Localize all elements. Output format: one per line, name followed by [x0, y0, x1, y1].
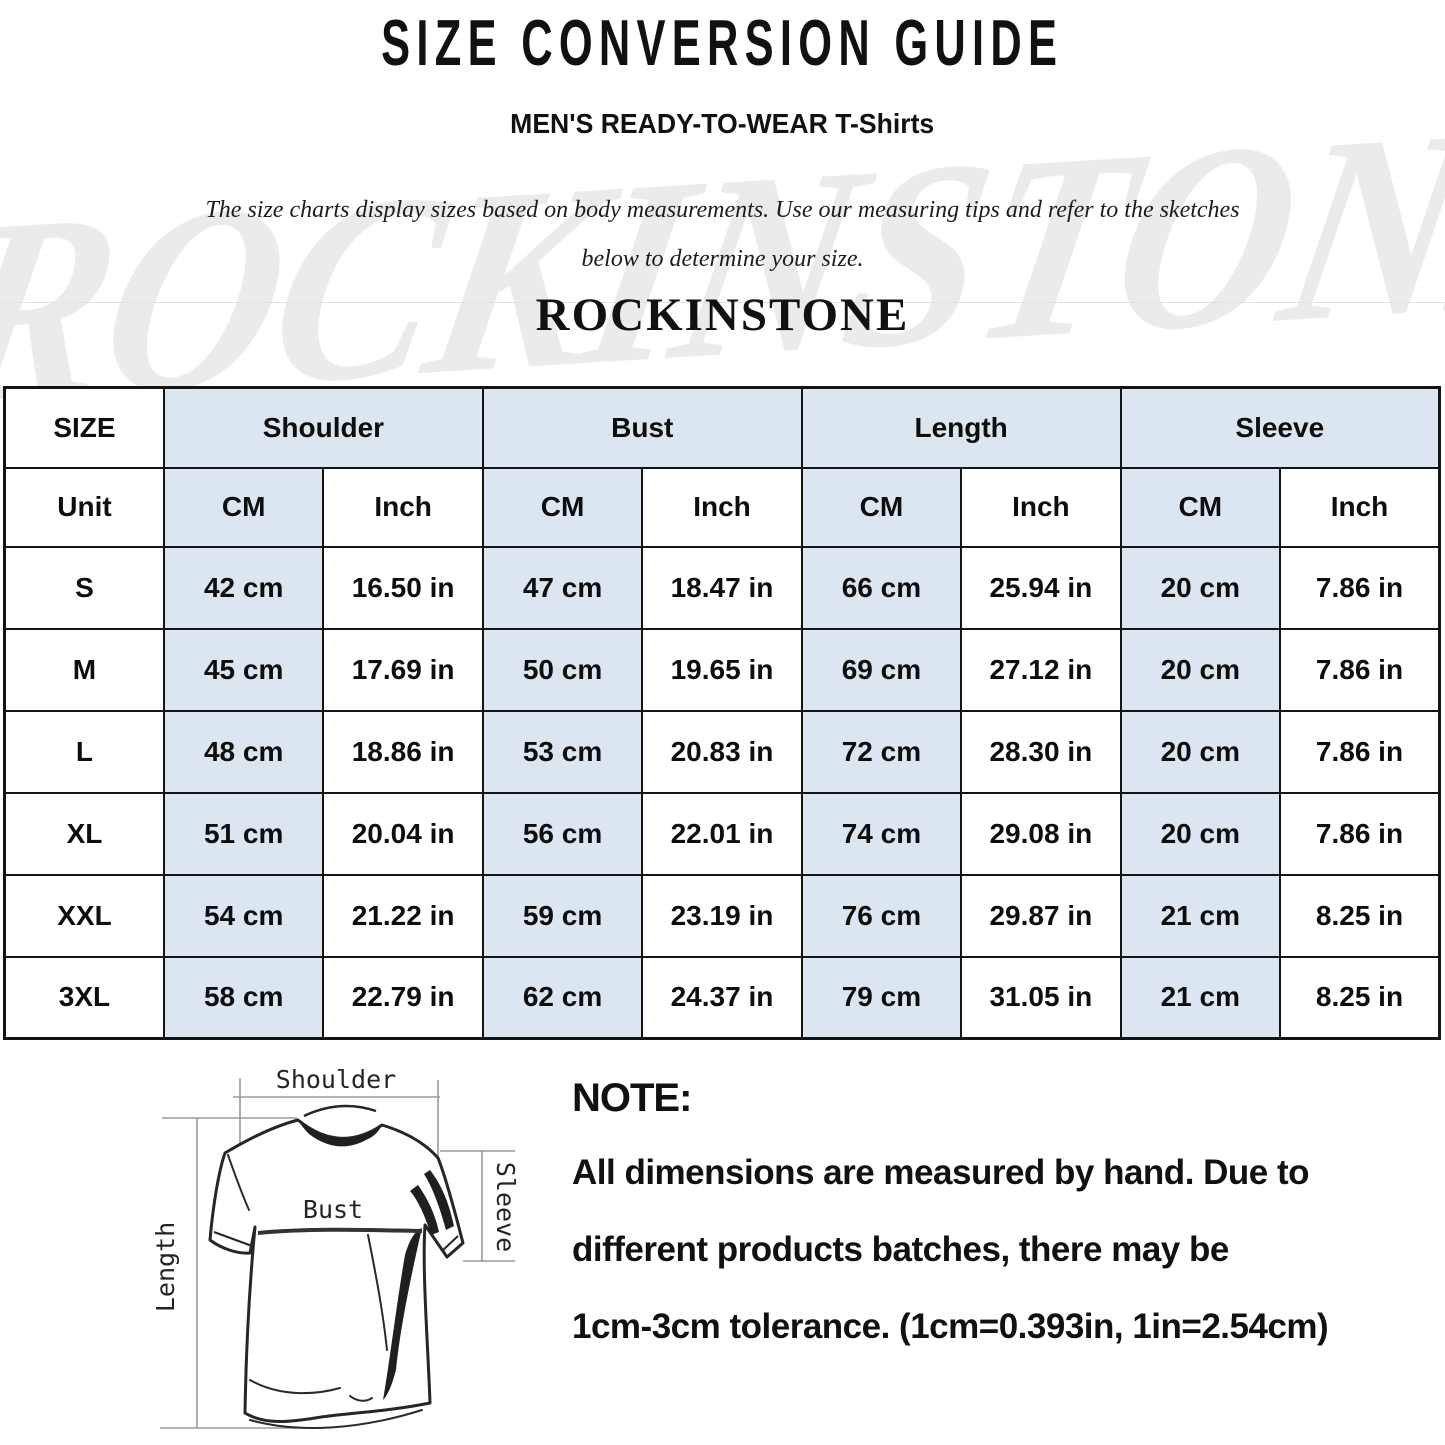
- tshirt-measurement-diagram: Shoulder Bust Length Sleeve: [151, 1065, 520, 1429]
- group-header-cell: Shoulder: [162, 386, 484, 469]
- value-cell: 16.50 in: [322, 545, 484, 630]
- note-heading: NOTE:: [572, 1076, 692, 1120]
- value-cell: 48 cm: [162, 709, 325, 794]
- table-corner-cell: SIZE: [3, 386, 165, 469]
- unit-label-cell: Unit: [3, 466, 165, 548]
- unit-header-cell: Inch: [322, 466, 484, 548]
- value-cell: 17.69 in: [322, 627, 484, 712]
- value-cell: 20.04 in: [322, 791, 484, 876]
- note-line: 1cm-3cm tolerance. (1cm=0.393in, 1in=2.5…: [572, 1307, 1329, 1346]
- table-row-m: M 45 cm 17.69 in 50 cm 19.65 in 69 cm 27.12 in…: [3, 627, 1441, 712]
- note-line: different products batches, there may be: [572, 1230, 1229, 1269]
- diagram-label-shoulder: Shoulder: [276, 1065, 396, 1094]
- group-header-cell: Bust: [481, 386, 803, 469]
- value-cell: 23.19 in: [641, 873, 803, 958]
- brand-name: ROCKINSTONE: [535, 289, 910, 341]
- size-cell: M: [3, 627, 165, 712]
- value-cell: 8.25 in: [1279, 955, 1441, 1040]
- table-row-3xl: 3XL 58 cm 22.79 in 62 cm 24.37 in 79 cm 31.05 …: [3, 955, 1441, 1040]
- size-cell: L: [3, 709, 165, 794]
- size-cell: 3XL: [3, 955, 165, 1040]
- unit-header-cell: Inch: [1279, 466, 1441, 548]
- value-cell: 7.86 in: [1279, 627, 1441, 712]
- value-cell: 18.86 in: [322, 709, 484, 794]
- note-section: NOTE: All dimensions are measured by han…: [572, 1076, 1445, 1384]
- value-cell: 25.94 in: [960, 545, 1122, 630]
- value-cell: 7.86 in: [1279, 791, 1441, 876]
- value-cell: 20.83 in: [641, 709, 803, 794]
- unit-header-cell: CM: [800, 466, 963, 548]
- page-subtitle-text: MEN'S READY-TO-WEAR T-Shirts: [510, 108, 935, 139]
- note-lines: All dimensions are measured by hand. Due…: [572, 1153, 1445, 1347]
- value-cell: 7.86 in: [1279, 545, 1441, 630]
- value-cell: 29.87 in: [960, 873, 1122, 958]
- description-line-1: The size charts display sizes based on b…: [205, 197, 1240, 223]
- table-row-xxl: XXL 54 cm 21.22 in 59 cm 23.19 in 76 cm 29.87 …: [3, 873, 1441, 958]
- value-cell: 53 cm: [481, 709, 644, 794]
- value-cell: 69 cm: [800, 627, 963, 712]
- group-header-cell: Length: [800, 386, 1122, 469]
- size-table: SIZE Shoulder Bust Length Sleeve Unit CM Inch CM…: [3, 386, 1441, 1040]
- value-cell: 20 cm: [1119, 709, 1282, 794]
- group-header-cell: Sleeve: [1119, 386, 1441, 469]
- note-line: All dimensions are measured by hand. Due…: [572, 1153, 1310, 1192]
- page-subtitle: MEN'S READY-TO-WEAR T-Shirts: [0, 108, 1445, 140]
- diagram-label-bust: Bust: [303, 1195, 363, 1224]
- size-cell: XXL: [3, 873, 165, 958]
- value-cell: 56 cm: [481, 791, 644, 876]
- divider-line: [0, 302, 1445, 303]
- unit-header-cell: CM: [481, 466, 644, 548]
- value-cell: 22.01 in: [641, 791, 803, 876]
- diagram-label-sleeve: Sleeve: [491, 1162, 520, 1252]
- value-cell: 21.22 in: [322, 873, 484, 958]
- value-cell: 8.25 in: [1279, 873, 1441, 958]
- tshirt-sketch: [208, 1104, 465, 1429]
- value-cell: 54 cm: [162, 873, 325, 958]
- value-cell: 79 cm: [800, 955, 963, 1040]
- value-cell: 19.65 in: [641, 627, 803, 712]
- table-row-xl: XL 51 cm 20.04 in 56 cm 22.01 in 74 cm 29.08 i…: [3, 791, 1441, 876]
- page-title-text: SIZE CONVERSION GUIDE: [381, 7, 1064, 80]
- unit-header-cell: CM: [1119, 466, 1282, 548]
- size-cell: XL: [3, 791, 165, 876]
- value-cell: 66 cm: [800, 545, 963, 630]
- value-cell: 18.47 in: [641, 545, 803, 630]
- value-cell: 28.30 in: [960, 709, 1122, 794]
- diagram-label-length: Length: [151, 1222, 180, 1312]
- value-cell: 29.08 in: [960, 791, 1122, 876]
- unit-header-cell: CM: [162, 466, 325, 548]
- value-cell: 72 cm: [800, 709, 963, 794]
- value-cell: 22.79 in: [322, 955, 484, 1040]
- table-row-l: L 48 cm 18.86 in 53 cm 20.83 in 72 cm 28.30 in…: [3, 709, 1441, 794]
- table-unit-header-row: Unit CM Inch CM Inch CM Inch CM Inch: [3, 466, 1441, 548]
- value-cell: 20 cm: [1119, 791, 1282, 876]
- value-cell: 50 cm: [481, 627, 644, 712]
- value-cell: 21 cm: [1119, 955, 1282, 1040]
- value-cell: 21 cm: [1119, 873, 1282, 958]
- unit-header-cell: Inch: [960, 466, 1122, 548]
- value-cell: 58 cm: [162, 955, 325, 1040]
- value-cell: 47 cm: [481, 545, 644, 630]
- unit-header-cell: Inch: [641, 466, 803, 548]
- value-cell: 62 cm: [481, 955, 644, 1040]
- table-group-header-row: SIZE Shoulder Bust Length Sleeve: [3, 386, 1441, 469]
- value-cell: 59 cm: [481, 873, 644, 958]
- value-cell: 31.05 in: [960, 955, 1122, 1040]
- value-cell: 45 cm: [162, 627, 325, 712]
- value-cell: 51 cm: [162, 791, 325, 876]
- value-cell: 27.12 in: [960, 627, 1122, 712]
- table-row-s: S 42 cm 16.50 in 47 cm 18.47 in 66 cm 25.94 in…: [3, 545, 1441, 630]
- value-cell: 74 cm: [800, 791, 963, 876]
- description: The size charts display sizes based on b…: [0, 186, 1445, 284]
- description-line-2: below to determine your size.: [581, 246, 864, 272]
- value-cell: 7.86 in: [1279, 709, 1441, 794]
- value-cell: 20 cm: [1119, 545, 1282, 630]
- size-cell: S: [3, 545, 165, 630]
- value-cell: 24.37 in: [641, 955, 803, 1040]
- value-cell: 76 cm: [800, 873, 963, 958]
- value-cell: 20 cm: [1119, 627, 1282, 712]
- value-cell: 42 cm: [162, 545, 325, 630]
- page-title: SIZE CONVERSION GUIDE: [0, 6, 1445, 79]
